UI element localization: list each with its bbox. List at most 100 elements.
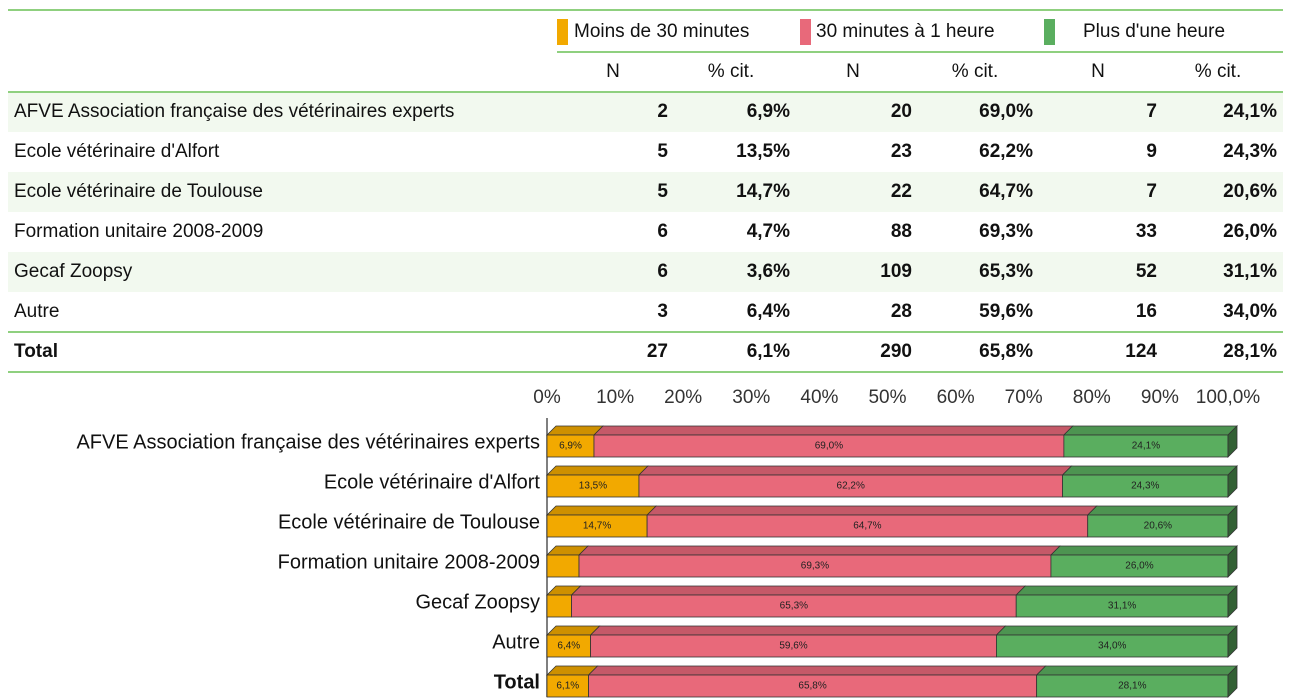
cell: 31,1% [1223,261,1277,282]
row-background [8,172,1283,212]
bar-top [546,465,649,476]
bar-side [1227,545,1238,578]
category-label: Gecaf Zoopsy [415,591,540,613]
row-background [8,252,1283,292]
cell: 23 [891,141,912,162]
column-header: N [606,61,620,82]
bar-top [593,425,1074,436]
category-label: AFVE Association française des vétérinai… [76,431,540,453]
cell: 33 [1136,221,1157,242]
bar-top [1086,505,1238,516]
category-label: Formation unitaire 2008-2009 [278,551,540,573]
x-tick-label: 30% [732,387,770,408]
cell: 6 [657,261,668,282]
cell: 2 [657,101,668,122]
bar [546,554,580,578]
bar-top [587,665,1047,676]
data-label: 62,2% [837,481,865,492]
row-label: Formation unitaire 2008-2009 [14,221,263,242]
data-label: 34,0% [1098,641,1126,652]
cell: 124 [1125,341,1157,362]
cell: 65,3% [979,261,1033,282]
x-tick-label: 60% [937,387,975,408]
cell: 6,9% [747,101,790,122]
cell: 9 [1146,141,1157,162]
category-label: Total [494,671,540,693]
data-label: 59,6% [779,641,807,652]
data-label: 69,3% [801,561,829,572]
cell: 26,0% [1223,221,1277,242]
data-label: 13,5% [579,481,607,492]
data-label: 14,7% [583,521,611,532]
cell: 65,8% [979,341,1033,362]
bar-top [1049,545,1238,556]
bar-top [1035,665,1238,676]
bar-top [1061,465,1238,476]
data-label: 6,9% [559,441,582,452]
bar-top [637,465,1073,476]
cell: 24,3% [1223,141,1277,162]
category-label: Autre [492,631,540,653]
column-header: % cit. [952,61,998,82]
row-label: Ecole vétérinaire de Toulouse [14,181,263,202]
bar-top [995,625,1238,636]
x-tick-label: 90% [1141,387,1179,408]
bar-top [570,585,1027,596]
bar [546,594,572,618]
cell: 109 [880,261,912,282]
table: Moins de 30 minutes 30 minutes à 1 heure P… [8,9,1283,373]
legend-label: Plus d'une heure [1083,21,1225,42]
cell: 3 [657,301,668,322]
data-label: 31,1% [1108,601,1136,612]
data-label: 64,7% [853,521,881,532]
cell: 88 [891,221,912,242]
chart: 0% 10% 20% 30% 40% 50% 60% 70% 80% 90% 100,0% AFVE … [76,387,1261,698]
bar-top [646,505,1098,516]
legend-swatch [1044,19,1055,45]
row-label: Ecole vétérinaire d'Alfort [14,141,220,162]
cell: 24,1% [1223,101,1277,122]
bar-side [1227,425,1238,458]
data-label: 69,0% [815,441,843,452]
row-label: Gecaf Zoopsy [14,261,133,282]
bar-side [1227,585,1238,618]
cell: 52 [1136,261,1157,282]
cell: 16 [1136,301,1157,322]
cell: 7 [1146,181,1157,202]
x-tick-label: 10% [596,387,634,408]
data-label: 6,1% [556,681,579,692]
column-header: % cit. [708,61,754,82]
cell: 64,7% [979,181,1033,202]
data-label: 6,4% [557,641,580,652]
cell: 22 [891,181,912,202]
cell: 7 [1146,101,1157,122]
cell: 14,7% [736,181,790,202]
column-header: N [846,61,860,82]
data-label: 26,0% [1125,561,1153,572]
data-label: 24,1% [1132,441,1160,452]
cell: 290 [880,341,912,362]
cell: 27 [647,341,668,362]
column-header: % cit. [1195,61,1241,82]
x-tick-label: 40% [800,387,838,408]
bar-top [546,505,658,516]
bar-top [578,545,1061,556]
cell: 6,4% [747,301,790,322]
data-label: 20,6% [1144,521,1172,532]
x-tick-label: 50% [868,387,906,408]
bar-top [1015,585,1238,596]
row-background [8,92,1283,132]
cell: 20 [891,101,912,122]
x-tick-label: 100,0% [1196,387,1261,408]
bar-top [1062,425,1238,436]
data-label: 24,3% [1131,481,1159,492]
bar-side [1227,465,1238,498]
cell: 69,0% [979,101,1033,122]
bar-side [1227,505,1238,538]
x-tick-label: 70% [1005,387,1043,408]
data-label: 65,3% [780,601,808,612]
cell: 5 [657,141,668,162]
cell: 3,6% [747,261,790,282]
cell: 6,1% [747,341,790,362]
